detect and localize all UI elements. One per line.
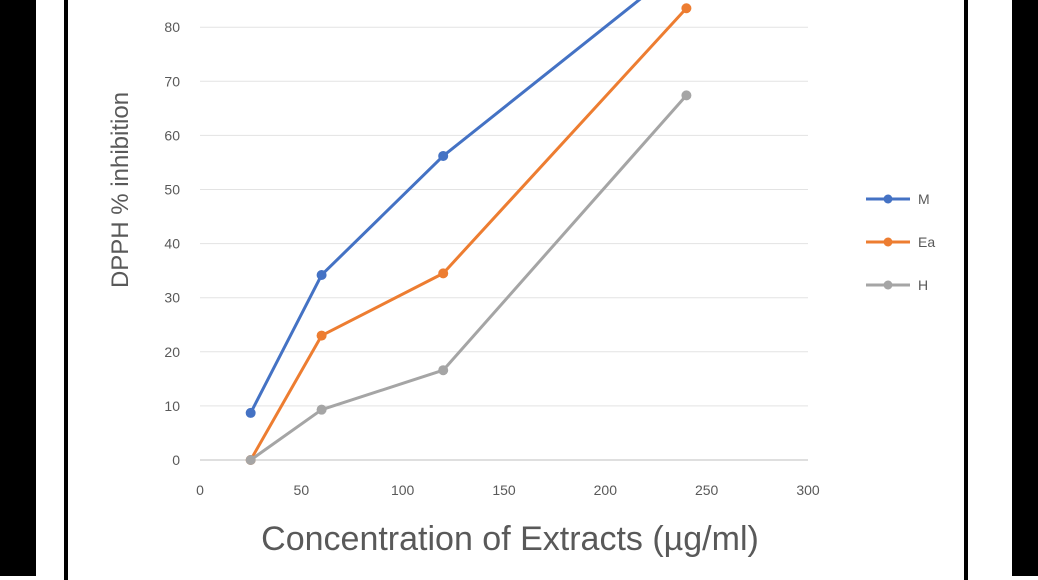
x-tick-label: 0 bbox=[196, 482, 204, 498]
legend-label-m: M bbox=[918, 191, 930, 207]
y-tick-label: 60 bbox=[164, 127, 180, 143]
legend: M Ea H bbox=[866, 191, 935, 293]
data-point-ea bbox=[681, 3, 692, 14]
x-tick-label: 250 bbox=[695, 482, 719, 498]
data-point-h bbox=[245, 455, 256, 465]
left-black-border bbox=[0, 0, 36, 576]
data-point-m bbox=[245, 407, 256, 418]
y-tick-label: 40 bbox=[164, 236, 180, 252]
y-tick-label: 80 bbox=[164, 19, 180, 35]
y-tick-label: 30 bbox=[164, 290, 180, 306]
data-point-ea bbox=[438, 268, 449, 279]
x-tick-label: 150 bbox=[492, 482, 516, 498]
series-line-ea bbox=[249, 7, 688, 461]
legend-label-h: H bbox=[918, 277, 928, 293]
series-line-m bbox=[249, 0, 642, 414]
y-tick-label: 70 bbox=[164, 73, 180, 89]
gridlines bbox=[200, 26, 808, 461]
x-axis-title: Concentration of Extracts (µg/ml) bbox=[261, 520, 759, 558]
data-point-ea bbox=[316, 330, 327, 341]
data-point-m bbox=[316, 269, 327, 280]
left-white-band bbox=[36, 0, 64, 576]
y-tick-label: 50 bbox=[164, 182, 180, 198]
data-point-h bbox=[438, 365, 449, 376]
data-point-h bbox=[681, 90, 692, 101]
y-tick-label: 10 bbox=[164, 398, 180, 414]
y-tick-label: 20 bbox=[164, 344, 180, 360]
x-tick-label: 300 bbox=[796, 482, 820, 498]
series-line-h bbox=[249, 94, 688, 462]
right-white-band bbox=[986, 0, 1012, 576]
series-group bbox=[245, 0, 692, 465]
y-axis-title: DPPH % inhibition bbox=[107, 92, 134, 288]
x-tick-label: 50 bbox=[294, 482, 310, 498]
data-point-m bbox=[438, 150, 449, 161]
axes: 0 10 20 30 40 50 60 70 80 0 50 100 150 200 250 300 bbox=[164, 19, 819, 498]
legend-marker-ea bbox=[883, 237, 893, 247]
legend-marker-m bbox=[883, 194, 893, 204]
right-black-border bbox=[1012, 0, 1038, 576]
x-tick-label: 100 bbox=[391, 482, 415, 498]
legend-marker-h bbox=[883, 280, 893, 290]
legend-label-ea: Ea bbox=[918, 234, 935, 250]
x-tick-label: 200 bbox=[594, 482, 618, 498]
y-tick-label: 0 bbox=[172, 452, 180, 468]
data-point-h bbox=[316, 404, 327, 415]
